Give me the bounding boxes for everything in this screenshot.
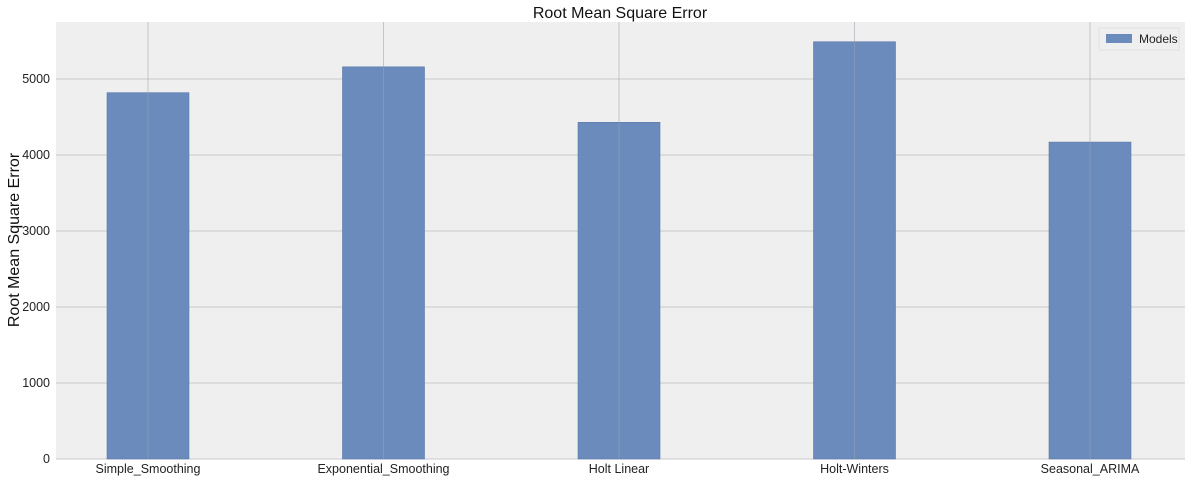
tick-layer: 0 1000 2000 3000 4000 5000 Simple_Smoothing Exp… <box>22 72 1140 476</box>
legend-swatch <box>1106 34 1132 43</box>
x-tick-label: Holt Linear <box>589 462 649 476</box>
x-tick-label: Exponential_Smoothing <box>317 462 449 476</box>
legend-label: Models <box>1139 32 1178 46</box>
x-tick-label: Seasonal_ARIMA <box>1041 462 1140 476</box>
y-tick-label: 3000 <box>22 224 50 238</box>
y-tick-label: 2000 <box>22 300 50 314</box>
chart-title: Root Mean Square Error <box>533 5 708 22</box>
y-axis-label: Root Mean Square Error <box>6 152 23 327</box>
x-tick-label: Simple_Smoothing <box>96 462 201 476</box>
legend: Models <box>1098 27 1180 51</box>
y-tick-label: 5000 <box>22 72 50 86</box>
y-tick-label: 1000 <box>22 376 50 390</box>
legend-box <box>1098 27 1180 51</box>
x-tick-label: Holt-Winters <box>820 462 889 476</box>
bar-layer <box>106 22 1132 460</box>
y-tick-label: 4000 <box>22 148 50 162</box>
y-tick-label: 0 <box>43 452 50 466</box>
